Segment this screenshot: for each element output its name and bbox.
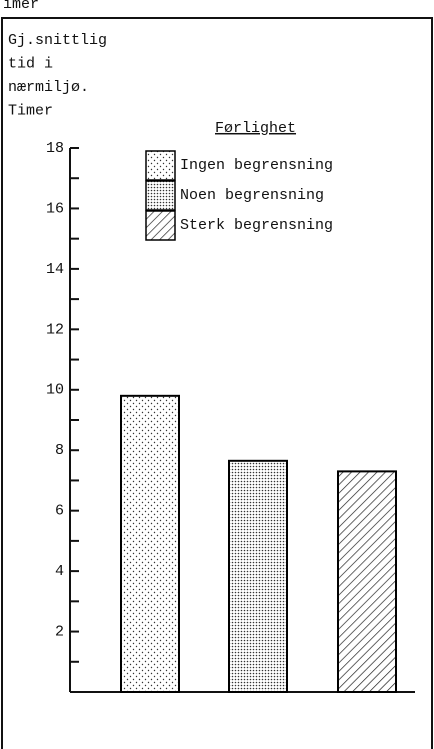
- legend-label: Sterk begrensning: [180, 217, 333, 234]
- title-line: Gj.snittlig: [8, 32, 107, 49]
- title-line: tid i: [8, 55, 53, 72]
- bar: [120, 394, 180, 693]
- y-tick-label: 6: [55, 503, 64, 520]
- y-tick-label: 16: [46, 200, 64, 217]
- bar: [228, 459, 288, 693]
- bar: [337, 470, 397, 693]
- y-tick-label: 14: [46, 261, 64, 278]
- y-tick-label: 18: [46, 140, 64, 157]
- legend-label: Noen begrensning: [180, 187, 324, 204]
- legend-swatch: [145, 210, 176, 241]
- header-text: Timer: [0, 0, 39, 13]
- y-tick-label: 2: [55, 624, 64, 641]
- legend-title: Førlighet: [215, 120, 296, 137]
- legend-label: Ingen begrensning: [180, 157, 333, 174]
- y-tick-label: 10: [46, 382, 64, 399]
- y-tick-label: 12: [46, 321, 64, 338]
- y-tick-label: 4: [55, 563, 64, 580]
- title-line: nærmiljø.: [8, 79, 89, 96]
- y-tick-label: 8: [55, 442, 64, 459]
- frame: [1, 17, 433, 749]
- legend-swatch: [145, 180, 176, 211]
- legend-swatch: [145, 150, 176, 181]
- title-line: Timer: [8, 102, 53, 119]
